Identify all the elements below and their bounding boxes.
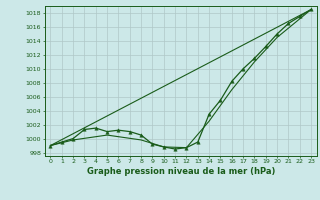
X-axis label: Graphe pression niveau de la mer (hPa): Graphe pression niveau de la mer (hPa): [87, 167, 275, 176]
